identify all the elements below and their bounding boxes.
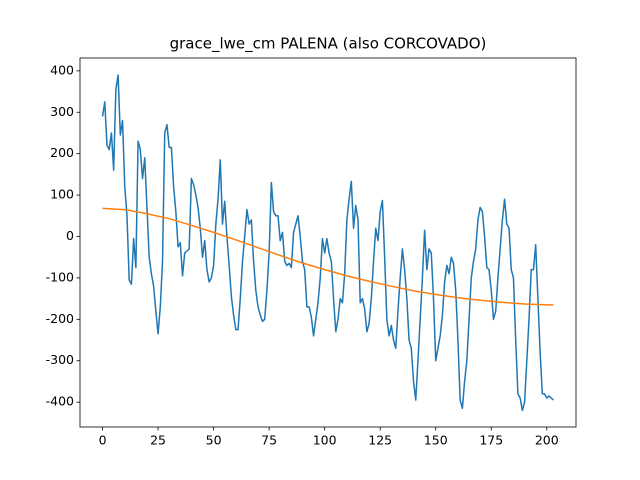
y-tick-label: 400: [50, 62, 74, 77]
y-tick-label: 200: [50, 145, 74, 160]
x-tick-label: 0: [99, 433, 107, 448]
x-tick-label: 200: [535, 433, 559, 448]
y-tick-label: -200: [46, 311, 74, 326]
data-line: [101, 74, 554, 412]
x-tick-label: 75: [261, 433, 277, 448]
data-line: [102, 207, 554, 306]
chart-title: grace_lwe_cm PALENA (also CORCOVADO): [170, 35, 487, 54]
x-tick-label: 175: [479, 433, 503, 448]
x-tick-label: 125: [368, 433, 392, 448]
x-tick-label: 100: [313, 433, 337, 448]
plot-frame: [79, 57, 577, 428]
y-tick-label: 100: [50, 187, 74, 202]
x-tick-label: 25: [150, 433, 166, 448]
y-tick-label: 0: [66, 228, 74, 243]
x-tick-label: 150: [424, 433, 448, 448]
y-tick-label: -300: [46, 352, 74, 367]
y-tick-label: -100: [46, 269, 74, 284]
y-tick-label: 300: [50, 104, 74, 119]
x-tick-label: 50: [206, 433, 222, 448]
y-tick-label: -400: [46, 394, 74, 409]
